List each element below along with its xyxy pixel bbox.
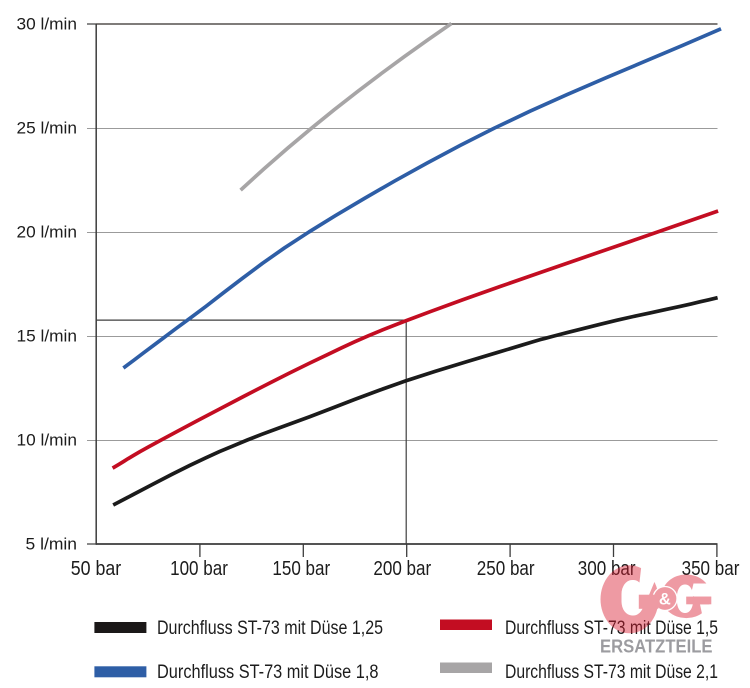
svg-text:10 l/min: 10 l/min — [17, 432, 78, 450]
svg-text:ERSATZTEILE: ERSATZTEILE — [600, 637, 713, 657]
svg-text:20 l/min: 20 l/min — [17, 224, 78, 242]
svg-text:&: & — [659, 590, 671, 608]
svg-text:Durchfluss ST-73 mit Düse 1,8: Durchfluss ST-73 mit Düse 1,8 — [157, 662, 379, 683]
svg-text:300 bar: 300 bar — [578, 558, 636, 580]
svg-text:250 bar: 250 bar — [477, 558, 535, 580]
svg-text:350 bar: 350 bar — [682, 558, 740, 580]
svg-text:30 l/min: 30 l/min — [17, 16, 78, 34]
svg-text:50 bar: 50 bar — [71, 558, 122, 580]
svg-text:Durchfluss ST-73 mit Düse 1,25: Durchfluss ST-73 mit Düse 1,25 — [157, 618, 383, 639]
svg-text:15 l/min: 15 l/min — [17, 328, 78, 346]
svg-text:150 bar: 150 bar — [272, 558, 330, 580]
svg-text:Durchfluss ST-73 mit Düse 2,1: Durchfluss ST-73 mit Düse 2,1 — [505, 662, 718, 683]
svg-text:100 bar: 100 bar — [170, 558, 228, 580]
svg-text:Durchfluss ST-73 mit Düse 1,5: Durchfluss ST-73 mit Düse 1,5 — [505, 618, 718, 639]
svg-text:25 l/min: 25 l/min — [17, 120, 78, 138]
svg-text:5 l/min: 5 l/min — [26, 536, 78, 554]
svg-text:200 bar: 200 bar — [373, 558, 431, 580]
